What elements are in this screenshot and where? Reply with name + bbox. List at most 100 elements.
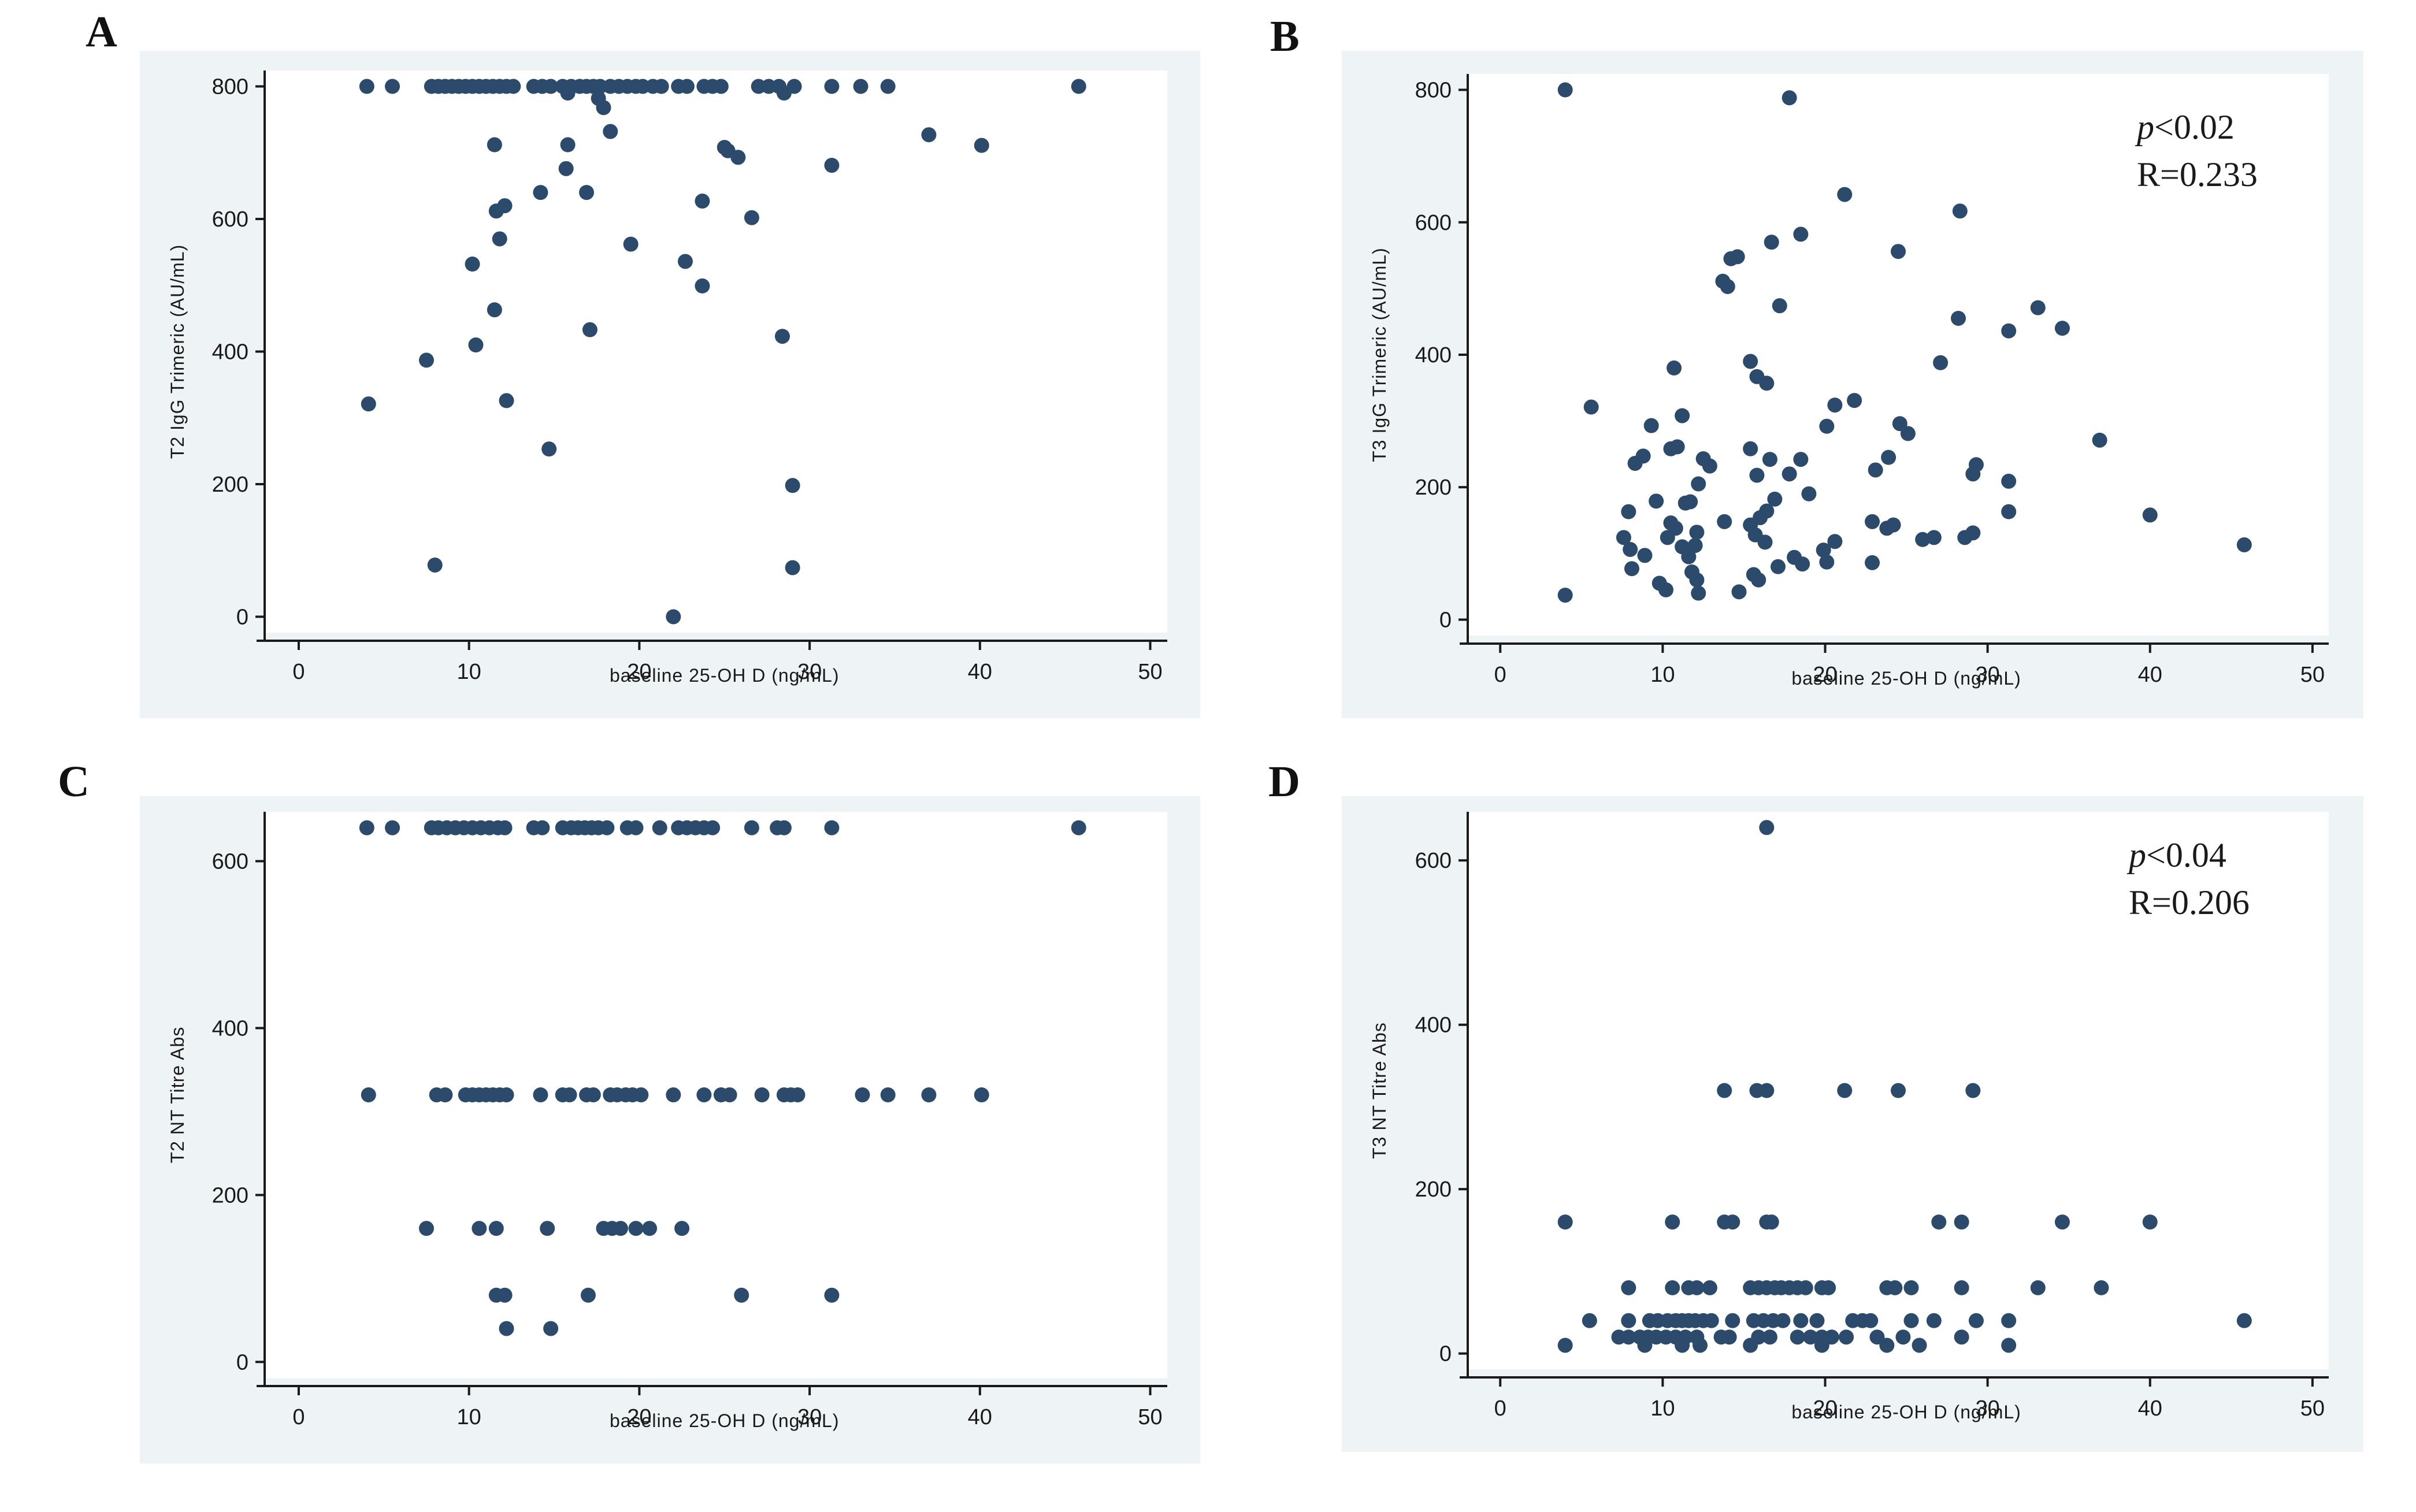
panel-c-data-point [472,1221,487,1236]
panel-a-data-point [695,278,710,294]
panel-b-data-point [1827,397,1843,413]
panel-b-data-point [1793,226,1809,242]
panel-a-data-point [582,322,597,337]
panel-d-data-point [1912,1338,1927,1353]
panel-d-data-point [1665,1280,1680,1295]
panel-a-data-point [596,100,611,116]
panel-d-x-tick-label: 20 [1813,1396,1837,1421]
panel-b-x-tick-label: 40 [2138,663,2162,687]
panel-b-data-point [1757,534,1773,550]
panel-b-data-point [2001,504,2017,519]
panel-a-x-axis-title: baseline 25-OH D (ng/mL) [610,665,839,686]
panel-a-data-point [744,210,759,225]
panel-a-data-point [560,86,576,101]
panel-d-data-point [1693,1338,1708,1353]
panel-d-x-tick-label: 50 [2300,1396,2325,1421]
panel-b-data-point [2054,321,2070,336]
panel-b-data-point [1933,355,1949,370]
panel-d-data-point [2054,1214,2070,1230]
panel-d-data-point [1903,1313,1919,1328]
panel-c-data-point [499,1087,514,1102]
panel-d-data-point [2001,1313,2017,1328]
panel-d-data-point [1903,1280,1919,1295]
panel-b-data-point [1681,549,1697,564]
panel-c-data-point [585,1087,601,1102]
panel-b-data-point [2001,473,2017,489]
panel-b-data-point [1689,525,1705,540]
panel-b-y-tick-label: 0 [1439,608,1452,632]
panel-a: A 0 10 20 30 40 50 0 200 400 600 800 baseline 25-OH… [86,8,1200,718]
panel-d-data-point [1689,1280,1705,1295]
panel-b-data-point [1557,82,1573,98]
panel-b-x-tick-label: 50 [2300,663,2325,687]
panel-c-data-point [628,1221,644,1236]
panel-b-y-tick-label: 600 [1415,211,1452,235]
panel-b-y-tick-label: 400 [1415,343,1452,367]
panel-d-data-point [1759,820,1775,835]
panel-b-data-point [1689,572,1705,588]
panel-b-data-point [1621,504,1636,519]
panel-b-data-point [1667,360,1682,376]
panel-b-data-point [1583,399,1599,415]
panel-b-data-point [1683,494,1698,510]
panel-b-data-point [1675,408,1690,423]
panel-d-data-point [1863,1313,1879,1328]
panel-a-data-point [560,137,576,153]
panel-a-data-point [603,124,618,139]
panel-a-data-point [853,79,869,94]
panel-b-data-point [1687,538,1703,553]
panel-a-data-point [824,79,840,94]
panel-a-data-point [730,150,746,165]
panel-c-data-point [722,1087,737,1102]
panel-a-data-point [506,79,521,94]
panel-b-data-point [2001,323,2017,339]
panel-c-data-point [734,1287,749,1303]
panel-a-y-tick-label: 800 [212,75,248,99]
panel-b-data-point [1865,555,1880,570]
panel-a-y-tick-label: 0 [236,605,248,629]
panel-d-x-tick-label: 30 [1975,1396,1999,1421]
panel-b-data-point [1772,298,1787,314]
panel-d-data-point [1557,1338,1573,1353]
panel-d-y-tick-label: 200 [1415,1177,1452,1202]
panel-b-letter: B [1270,12,1300,61]
panel-b-data-point [1637,548,1653,563]
panel-b-data-point [1669,439,1685,455]
panel-b-data-point [1952,203,1968,219]
panel-c-data-point [437,1087,453,1102]
panel-d-data-point [1775,1313,1791,1328]
panel-c-data-point [361,1087,376,1102]
panel-b-data-point [2142,507,2158,523]
panel-c-x-tick-label: 30 [797,1405,822,1429]
panel-d-data-point [1954,1214,1969,1230]
panel-d-data-point [1725,1313,1740,1328]
panel-b-data-point [1759,376,1775,391]
panel-b-data-point [1743,441,1758,456]
panel-b-data-point [1691,585,1706,601]
panel-a-data-point [385,79,400,94]
panel-c-data-point [754,1087,770,1102]
panel-a-data-point [1071,79,1086,94]
panel-d-x-tick-label: 10 [1650,1396,1675,1421]
panel-c-y-tick-label: 400 [212,1016,248,1041]
panel-d-data-point [1926,1313,1942,1328]
panel-a-data-point [695,194,710,209]
panel-c-data-point [599,820,615,835]
panel-a-x-tick-label: 10 [457,660,481,684]
panel-b-data-point [1627,455,1643,471]
panel-d-letter: D [1268,757,1300,806]
panel-d-y-tick-label: 600 [1415,849,1452,873]
panel-a-data-point [418,352,434,368]
panel-a-data-point [974,138,989,153]
panel-c-data-point [613,1221,628,1236]
panel-d-plot: 0 10 20 30 40 50 0 200 400 600 baseline 25-OH D (n… [1369,812,2329,1422]
panel-a-data-point [579,185,595,200]
panel-c-data-point [488,1221,504,1236]
panel-d-p-value: p<0.04 [2126,836,2226,874]
panel-b-data-point [1801,486,1817,501]
panel-c-data-point [499,1321,514,1336]
panel-a-data-point [654,79,669,94]
panel-d-data-point [1717,1083,1732,1098]
panel-a-data-point [921,127,937,143]
